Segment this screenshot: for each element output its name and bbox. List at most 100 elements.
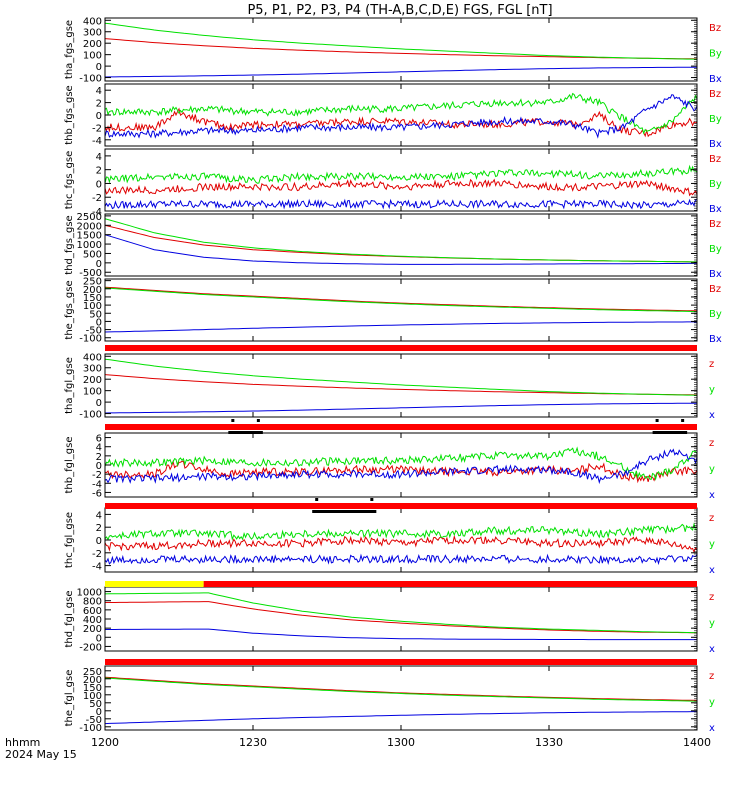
y-tick-label: 200: [83, 285, 102, 296]
legend-entry-y: y: [709, 385, 715, 396]
legend-entry-x: x: [709, 723, 715, 734]
y-tick-label: -100: [79, 74, 102, 85]
y-tick-label: -2: [92, 470, 102, 481]
series-line-bz: [105, 286, 697, 312]
y-axis-label: thb_fgs_gse: [64, 85, 75, 144]
y-tick-label: 2: [96, 523, 102, 534]
y-tick-label: 300: [83, 28, 102, 39]
y-tick-label: -500: [79, 268, 102, 279]
flag-segment: [105, 503, 697, 509]
y-tick-label: 0: [96, 461, 102, 472]
series-line-z: [105, 459, 697, 484]
series-line-z: [105, 534, 697, 554]
y-tick-label: 150: [83, 683, 102, 694]
y-tick-label: 400: [83, 16, 102, 27]
series-line-by: [105, 22, 697, 60]
y-tick-label: -50: [86, 326, 102, 337]
y-tick-label: -50: [86, 715, 102, 726]
series-line-z: [105, 601, 697, 634]
series-line-bx: [105, 234, 697, 265]
legend-entry-bz: Bz: [709, 89, 721, 100]
y-tick-label: 0: [96, 398, 102, 409]
flag-dot: [370, 498, 374, 501]
y-tick-label: 400: [83, 615, 102, 626]
x-tick-label: 1200: [91, 736, 119, 749]
x-tick-label: 1400: [683, 736, 711, 749]
flag-marker: [312, 510, 377, 513]
y-axis-label: the_fgl_gse: [64, 670, 75, 727]
flag-dot: [231, 419, 235, 422]
y-axis-label: thc_fgl_gse: [64, 512, 75, 568]
series-line-y: [105, 358, 697, 396]
y-axis-label: tha_fgl_gse: [64, 357, 75, 414]
flag-bar-6: [105, 419, 697, 434]
y-tick-label: -2: [92, 123, 102, 134]
legend-entry-y: y: [709, 464, 715, 475]
y-tick-label: 0: [96, 259, 102, 270]
y-tick-label: 250: [83, 667, 102, 678]
y-tick-label: 150: [83, 293, 102, 304]
series-line-x: [105, 448, 697, 485]
y-tick-label: 0: [96, 633, 102, 644]
y-tick-label: 600: [83, 606, 102, 617]
panel-series-group: [105, 286, 697, 333]
y-axis-label: thb_fgl_gse: [64, 437, 75, 494]
series-line-y: [105, 446, 697, 481]
flag-segment: [105, 345, 697, 351]
y-tick-label: 300: [83, 364, 102, 375]
series-line-by: [105, 92, 697, 135]
panel-series-group: [105, 164, 697, 210]
legend-entry-by: By: [709, 114, 722, 125]
x-axis: hhmm 2024 May 15 1200 1230 1300 1330 1400: [5, 736, 711, 761]
y-tick-label: -2: [92, 193, 102, 204]
y-tick-label: 0: [96, 111, 102, 122]
y-tick-label: 200: [83, 375, 102, 386]
y-tick-label: 100: [83, 691, 102, 702]
legend-entry-bz: Bz: [709, 219, 721, 230]
y-tick-label: 500: [83, 249, 102, 260]
y-tick-label: 0: [96, 707, 102, 718]
panel-series-group: [105, 218, 697, 265]
panel-3: -4 -2 0 2 4 thc_fgs_gse Bz By Bx: [64, 148, 722, 218]
legend-entry-y: y: [709, 697, 715, 708]
legend-entry-by: By: [709, 49, 722, 60]
legend-entry-y: y: [709, 618, 715, 629]
y-tick-label: -4: [92, 479, 102, 490]
y-tick-label: 4: [96, 86, 102, 97]
legend-entry-bx: Bx: [709, 74, 722, 85]
panel-series-group: [105, 592, 697, 641]
x-tick-label: 1230: [239, 736, 267, 749]
series-line-bx: [105, 321, 697, 333]
legend-entry-by: By: [709, 309, 722, 320]
series-line-z: [105, 676, 697, 701]
y-tick-label: -100: [79, 334, 102, 345]
flag-dot: [681, 419, 685, 422]
y-tick-label: 0: [96, 317, 102, 328]
panel-series-group: [105, 22, 697, 78]
flag-segment: [105, 659, 697, 665]
series-line-x: [105, 553, 697, 566]
series-line-bx: [105, 94, 697, 139]
y-tick-label: 200: [83, 624, 102, 635]
series-line-y: [105, 592, 697, 634]
legend-entry-x: x: [709, 490, 715, 501]
x-axis-label-date: 2024 May 15: [5, 748, 77, 761]
legend-entry-z: z: [709, 438, 714, 449]
legend-entry-z: z: [709, 671, 714, 682]
y-tick-label: 2: [96, 452, 102, 463]
x-axis-label-hhmm: hhmm: [5, 736, 40, 749]
y-tick-label: 200: [83, 39, 102, 50]
y-tick-label: 100: [83, 301, 102, 312]
y-tick-label: 0: [96, 536, 102, 547]
y-tick-label: 800: [83, 597, 102, 608]
series-line-y: [105, 522, 697, 541]
series-line-x: [105, 628, 697, 641]
y-tick-label: -4: [92, 562, 102, 573]
legend-entry-z: z: [709, 592, 714, 603]
